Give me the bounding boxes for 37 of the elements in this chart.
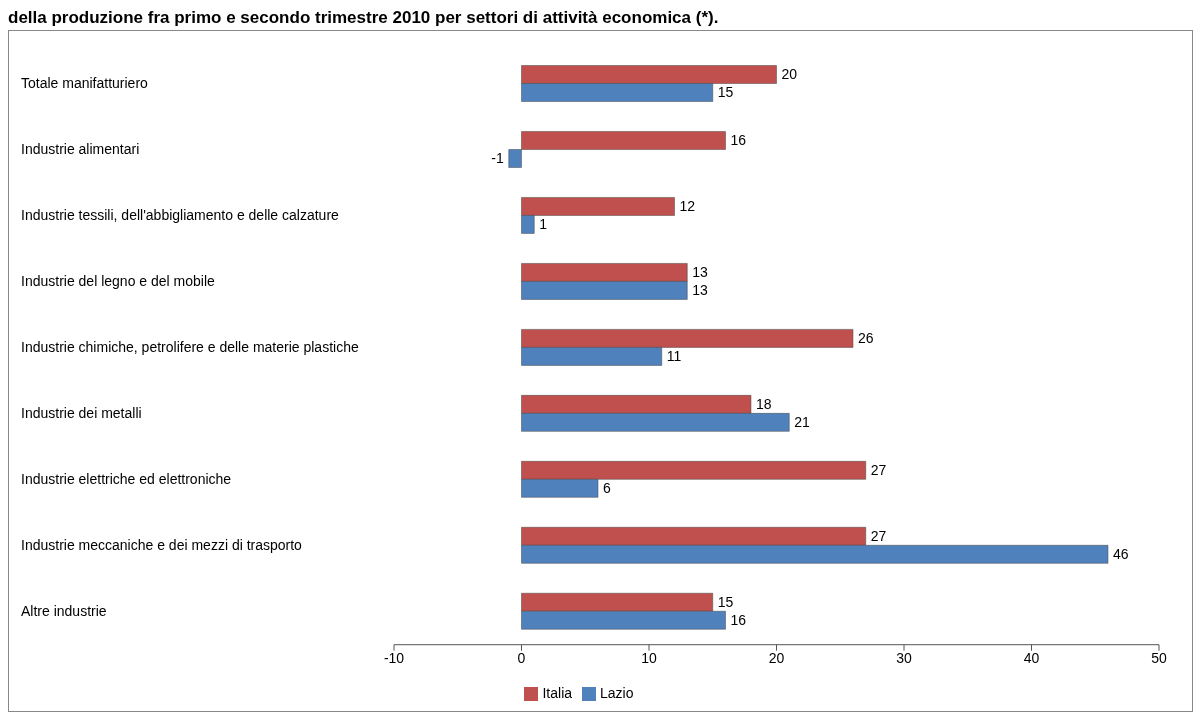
chart-title: della produzione fra primo e secondo trimestre 2010 per settori di attività economica (*). <box>8 8 720 28</box>
x-tick-label: 50 <box>1151 649 1167 666</box>
data-label: 27 <box>870 528 887 545</box>
data-label: 15 <box>717 594 734 611</box>
data-label: 21 <box>794 414 811 431</box>
y-tick-label: Industrie tessili, dell'abbigliamento e delle calzature <box>21 206 340 223</box>
y-tick-label: Industrie meccaniche e dei mezzi di trasporto <box>21 536 303 553</box>
y-tick-label: Totale manifatturiero <box>21 74 149 91</box>
data-label: 6 <box>603 480 611 497</box>
data-label: 26 <box>858 330 874 347</box>
y-tick-label: Industrie del legno e del mobile <box>21 272 216 289</box>
data-label: 1 <box>539 216 548 233</box>
legend-label: Lazio <box>600 684 634 701</box>
data-label: 16 <box>730 132 747 149</box>
data-label: 11 <box>666 348 682 365</box>
data-label: 18 <box>756 396 772 413</box>
x-tick-label: 10 <box>641 649 657 666</box>
y-tick-label: Industrie elettriche ed elettroniche <box>21 470 232 487</box>
x-tick-label: 20 <box>768 649 785 666</box>
x-tick-label: 0 <box>517 649 526 666</box>
y-tick-label: Industrie alimentari <box>21 140 140 157</box>
data-label: 46 <box>1113 546 1129 563</box>
data-label: 13 <box>692 264 709 281</box>
data-label: 13 <box>692 282 709 299</box>
x-tick-label: -10 <box>383 649 405 666</box>
y-tick-label: Industrie chimiche, petrolifere e delle materie plastiche <box>21 338 359 355</box>
data-label: 27 <box>870 462 887 479</box>
data-label: -1 <box>491 150 504 167</box>
y-tick-label: Industrie dei metalli <box>21 404 142 421</box>
x-tick-label: 40 <box>1023 649 1040 666</box>
data-label: 20 <box>781 66 798 83</box>
legend-label: Italia <box>542 684 573 701</box>
data-label: 12 <box>679 198 696 215</box>
data-label: 16 <box>730 612 747 629</box>
x-tick-label: 30 <box>896 649 912 666</box>
data-label: 15 <box>717 84 734 101</box>
y-tick-label: Altre industrie <box>21 602 107 619</box>
